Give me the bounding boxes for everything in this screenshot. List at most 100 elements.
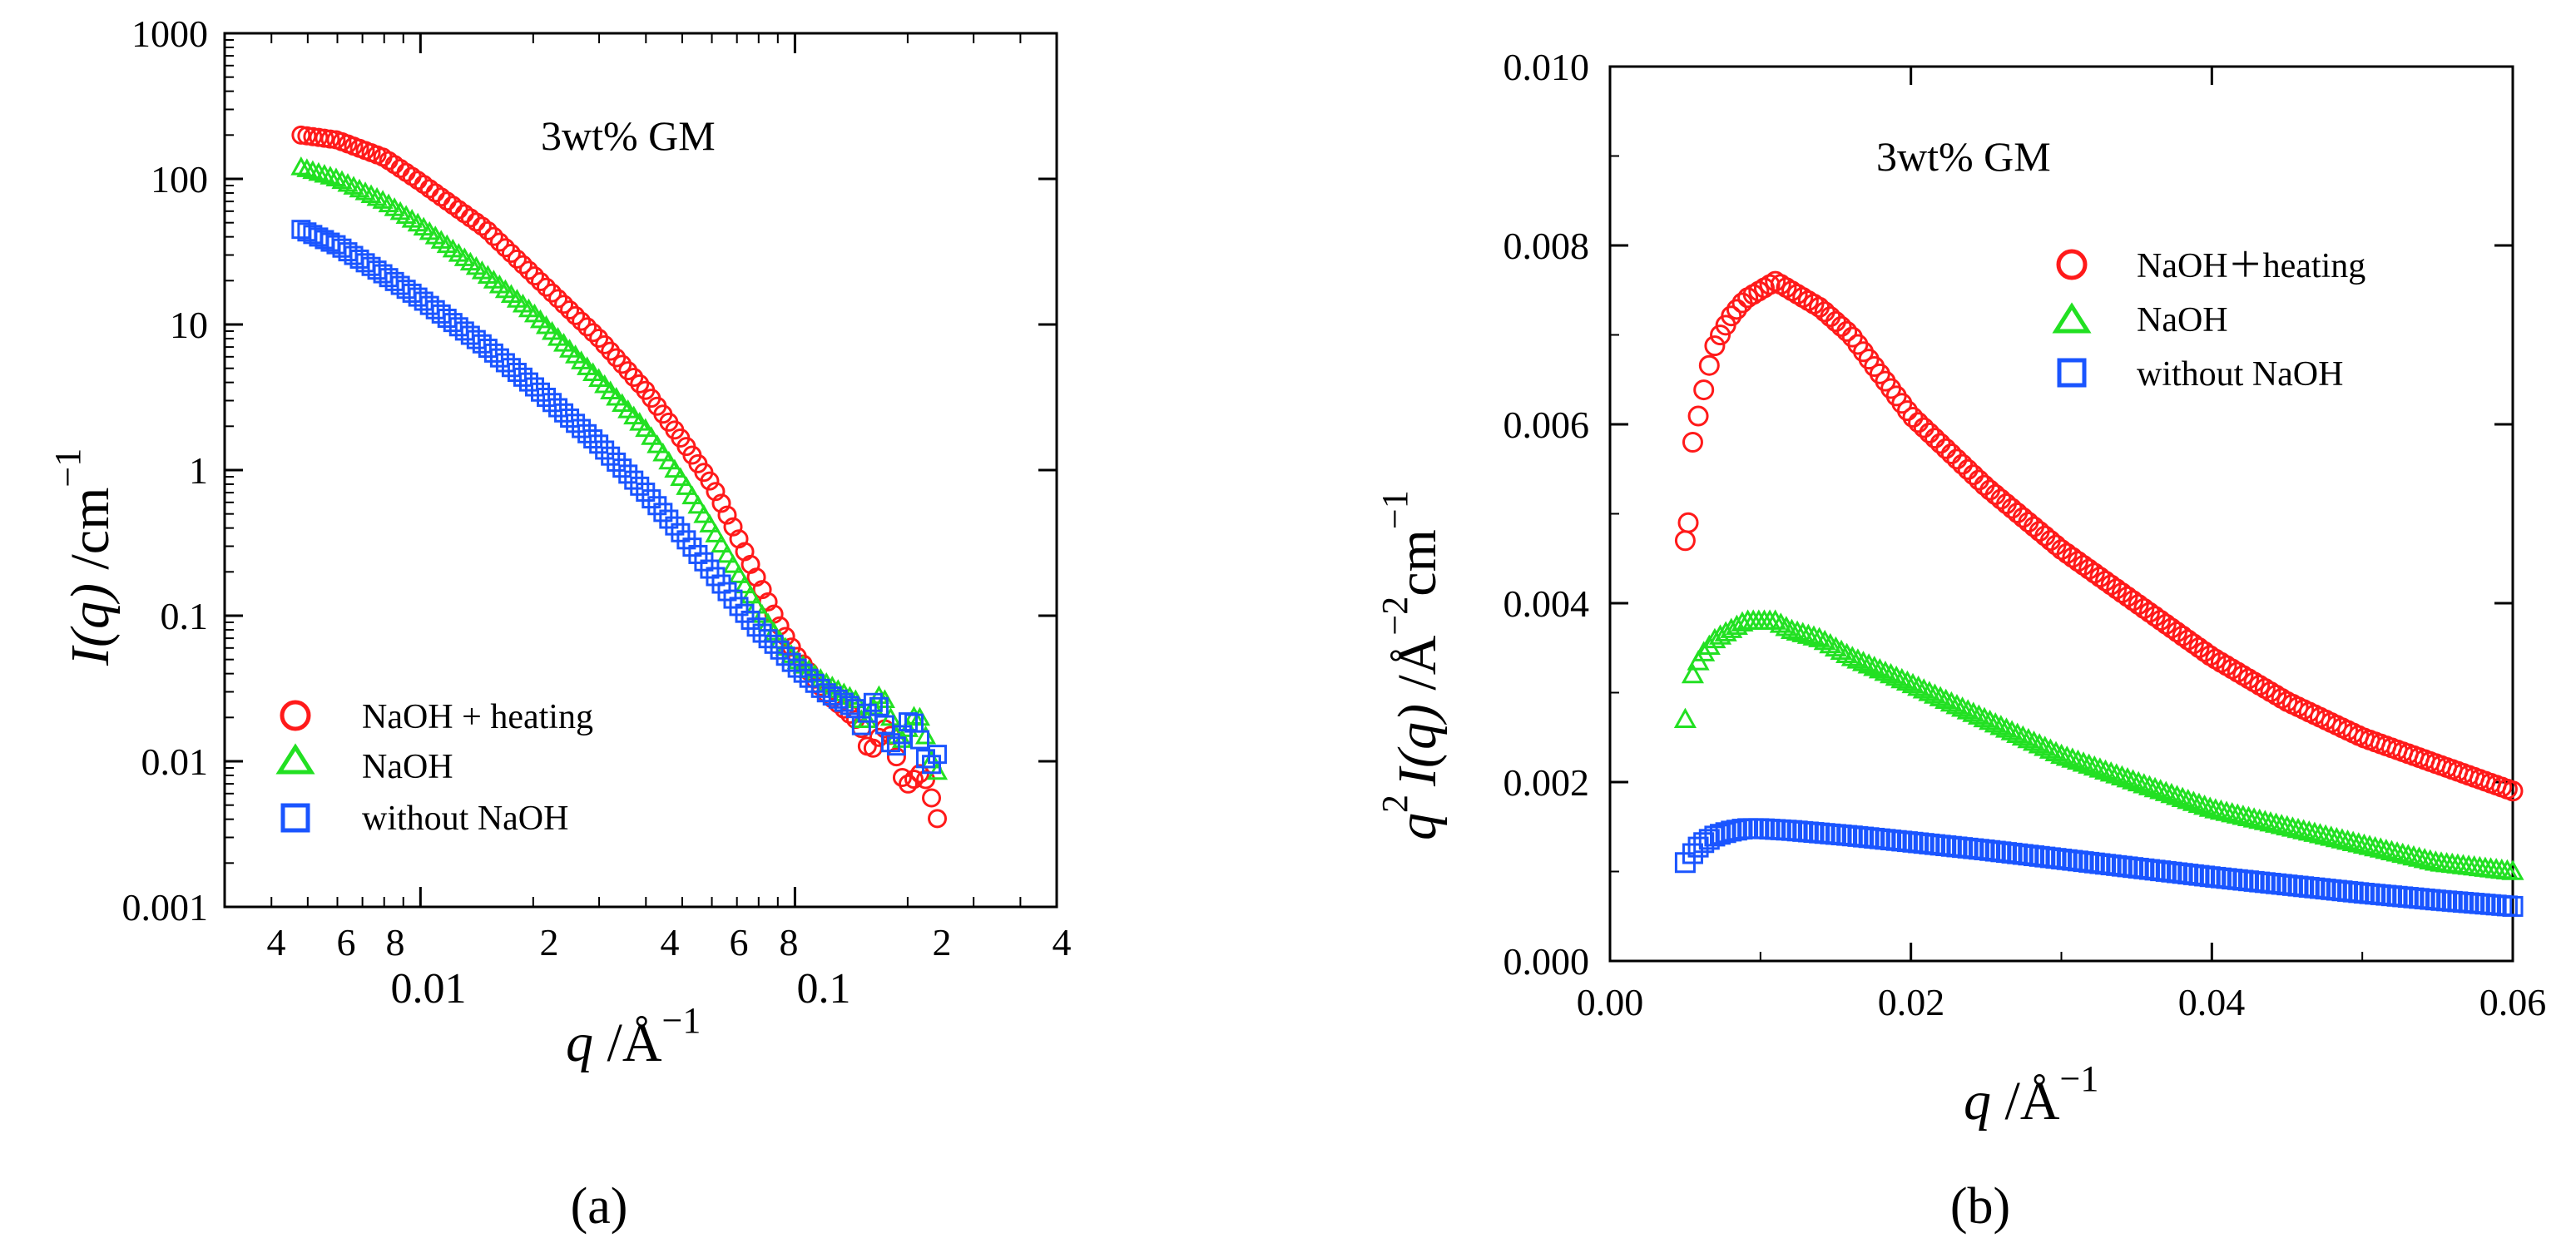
b-point-triangle bbox=[2149, 779, 2172, 800]
panel-a-y-axis-label: I(q) /cm−1 bbox=[47, 448, 121, 666]
b-point-triangle bbox=[2044, 740, 2068, 761]
panel-b-annotation: 3wt% GM bbox=[1876, 133, 2051, 180]
a-point-circle bbox=[483, 226, 503, 246]
b-point-circle bbox=[1896, 400, 1918, 422]
panel-b-points bbox=[1673, 270, 2524, 917]
b-point-triangle bbox=[1697, 634, 1721, 655]
a-xminor-label: 8 bbox=[386, 921, 405, 963]
a-point-square bbox=[659, 509, 679, 529]
b-point-triangle bbox=[2078, 753, 2101, 774]
b-point-triangle bbox=[1984, 711, 2007, 733]
a-point-square bbox=[916, 749, 936, 769]
panel-b-y-axis-label: q2 I(q) /Å−2cm−1 bbox=[1375, 490, 1448, 840]
b-point-triangle bbox=[2281, 816, 2304, 837]
b-point-triangle bbox=[1929, 686, 1952, 706]
a-ytick-label: 0.1 bbox=[161, 595, 209, 637]
b-xtick-label: 0.00 bbox=[1577, 981, 1644, 1023]
a-point-circle bbox=[618, 361, 638, 381]
b-point-triangle bbox=[2297, 820, 2321, 841]
b-point-triangle bbox=[1895, 670, 1919, 691]
a-point-circle bbox=[892, 767, 912, 787]
b-point-triangle bbox=[2391, 842, 2415, 864]
b-point-triangle bbox=[2209, 799, 2232, 820]
a-xminor-label: 4 bbox=[267, 921, 286, 963]
b-point-triangle bbox=[1703, 627, 1726, 649]
a-point-circle bbox=[723, 517, 743, 537]
b-point-triangle bbox=[2232, 805, 2255, 825]
a-ylabel-sup: −1 bbox=[47, 448, 88, 488]
a-point-circle bbox=[396, 162, 416, 182]
a-point-triangle bbox=[693, 504, 715, 523]
b-point-triangle bbox=[2127, 770, 2150, 792]
b-point-triangle bbox=[2177, 788, 2200, 810]
a-point-circle bbox=[390, 159, 410, 179]
a-point-circle bbox=[904, 770, 924, 790]
a-point-square bbox=[618, 464, 638, 484]
b-point-triangle bbox=[2143, 776, 2167, 798]
b-ylabel-pre-sup: 2 bbox=[1375, 795, 1415, 813]
a-point-triangle bbox=[290, 156, 312, 176]
panel-b-x-tick-labels: 0.00 0.02 0.04 0.06 bbox=[1577, 981, 2547, 1023]
a-point-circle bbox=[572, 311, 592, 331]
panel-a: 1000 100 10 1 0.1 0.01 0.001 4 6 8 2 4 6… bbox=[47, 12, 1072, 1235]
a-xmajor-label: 0.1 bbox=[797, 965, 851, 1013]
b-point-triangle bbox=[2325, 826, 2348, 848]
a-point-square bbox=[320, 232, 340, 252]
a-point-circle bbox=[595, 334, 615, 354]
a-ytick-label: 0.001 bbox=[122, 886, 209, 929]
b-point-triangle bbox=[2011, 725, 2034, 746]
a-point-triangle bbox=[728, 564, 750, 583]
b-point-triangle bbox=[2402, 844, 2425, 866]
b-point-triangle bbox=[1951, 696, 1974, 717]
a-point-square bbox=[595, 440, 615, 460]
a-point-triangle bbox=[705, 523, 726, 542]
b-point-circle bbox=[1721, 305, 1742, 327]
b-point-square bbox=[1710, 824, 1731, 845]
b-point-circle bbox=[1677, 512, 1699, 533]
b-point-circle bbox=[1968, 469, 1989, 491]
b-point-triangle bbox=[1681, 662, 1705, 684]
a-point-square bbox=[653, 503, 673, 522]
b-point-triangle bbox=[1918, 681, 1941, 701]
b-point-circle bbox=[1930, 433, 1951, 454]
a-point-square bbox=[518, 372, 538, 392]
b-ylabel-main: I(q) bbox=[1387, 704, 1448, 787]
b-point-triangle bbox=[2314, 824, 2337, 845]
b-point-triangle bbox=[2308, 823, 2332, 844]
b-xlabel-unit: /Å bbox=[1991, 1071, 2060, 1132]
b-point-triangle bbox=[2061, 747, 2084, 768]
a-point-square bbox=[495, 353, 515, 373]
b-point-triangle bbox=[2292, 819, 2316, 839]
b-point-square bbox=[1698, 829, 1720, 850]
b-point-triangle bbox=[2171, 786, 2194, 807]
a-point-square bbox=[489, 348, 509, 368]
a-point-circle bbox=[589, 329, 609, 349]
a-point-square bbox=[665, 516, 685, 536]
a-point-triangle bbox=[856, 709, 878, 728]
b-point-circle bbox=[1698, 354, 1720, 376]
b-point-square bbox=[1687, 836, 1709, 858]
a-point-square bbox=[583, 429, 603, 449]
b-point-circle bbox=[1974, 474, 1995, 496]
a-point-square bbox=[799, 668, 819, 688]
b-point-triangle bbox=[2215, 800, 2238, 821]
b-point-triangle bbox=[1835, 642, 1859, 664]
a-point-triangle bbox=[652, 442, 674, 462]
a-legend-label: without NaOH bbox=[362, 800, 568, 838]
panel-a-x-axis-label: q /Å−1 bbox=[566, 1000, 701, 1073]
b-point-triangle bbox=[2341, 830, 2365, 851]
b-point-circle bbox=[1674, 530, 1696, 552]
a-point-triangle bbox=[897, 718, 919, 737]
a-point-square bbox=[572, 418, 592, 438]
a-point-square bbox=[624, 470, 644, 490]
a-point-triangle bbox=[302, 160, 324, 180]
b-point-circle bbox=[1908, 412, 1930, 433]
b-ylabel-pre: q bbox=[1387, 813, 1448, 840]
a-point-triangle bbox=[716, 543, 738, 563]
b-point-triangle bbox=[2023, 730, 2046, 751]
b-point-triangle bbox=[2270, 814, 2293, 835]
b-point-triangle bbox=[1830, 639, 1853, 661]
a-point-square bbox=[781, 652, 801, 672]
a-point-square bbox=[513, 367, 533, 387]
b-point-triangle bbox=[2286, 817, 2310, 839]
